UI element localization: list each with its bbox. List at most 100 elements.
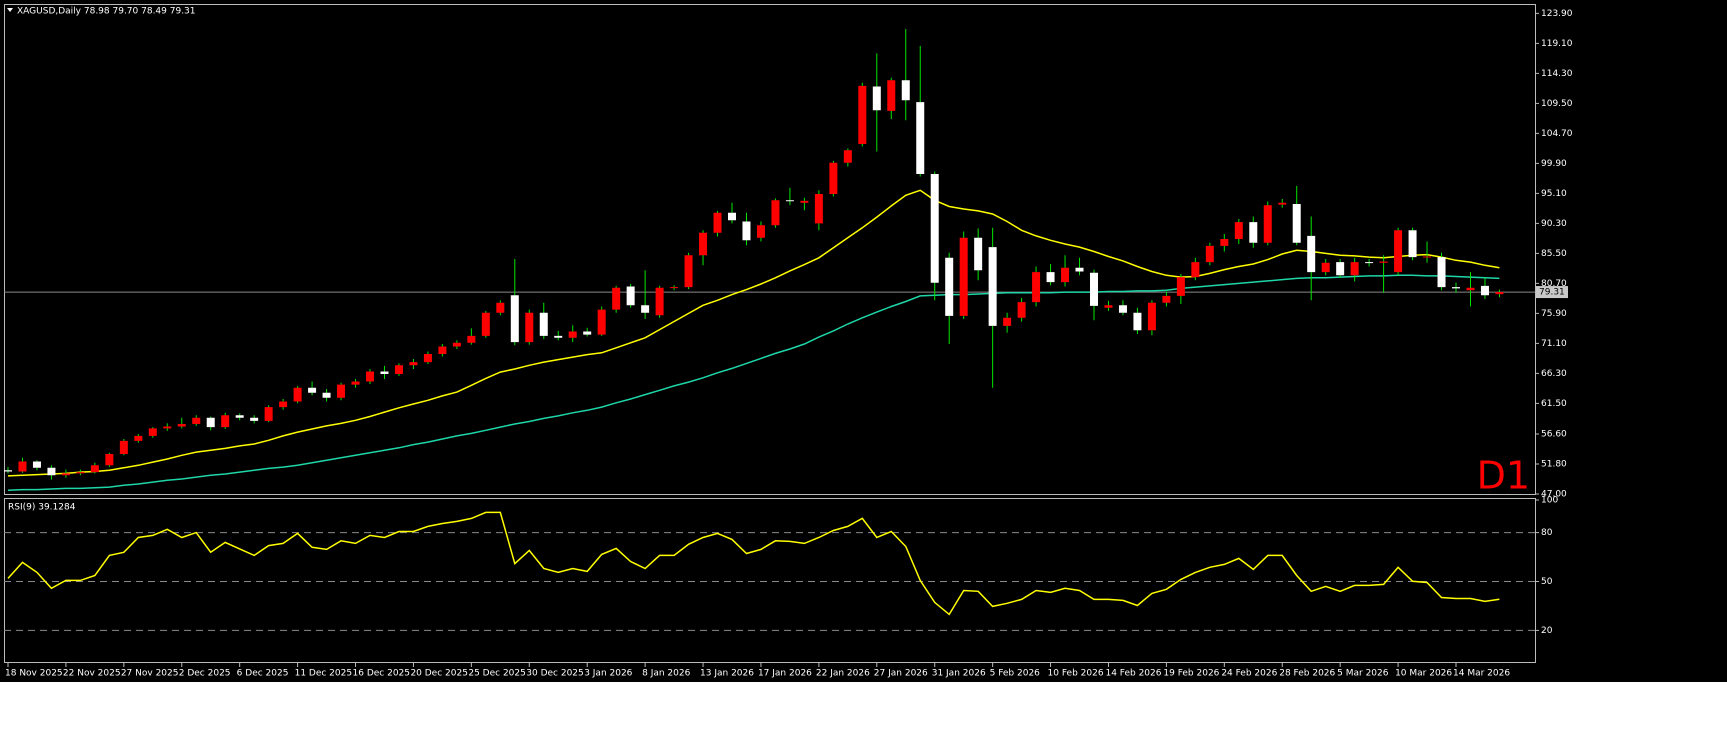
candle-body xyxy=(1205,245,1214,263)
x-tick-label: 14 Feb 2026 xyxy=(1105,669,1161,679)
x-tick-label: 24 Feb 2026 xyxy=(1221,669,1277,679)
price-label: 79.31 xyxy=(1539,288,1565,298)
y-tick-label: 61.50 xyxy=(1541,399,1567,409)
candle-body xyxy=(1003,317,1012,326)
candle-body xyxy=(887,80,896,111)
candle-body xyxy=(1423,256,1432,258)
candle-body xyxy=(4,470,12,472)
candle-body xyxy=(1061,267,1070,283)
candle-body xyxy=(279,401,288,408)
candle-body xyxy=(974,237,983,271)
x-tick-label: 11 Dec 2025 xyxy=(295,669,353,679)
x-tick-label: 10 Feb 2026 xyxy=(1048,669,1104,679)
candle-body xyxy=(1379,261,1388,263)
rsi-line xyxy=(7,511,1500,616)
candle-body xyxy=(351,381,360,385)
candle-body xyxy=(901,80,910,101)
candle-body xyxy=(221,415,230,428)
candle-body xyxy=(742,221,751,241)
y-tick-label: 90.30 xyxy=(1541,219,1567,229)
rsi-title: RSI(9) 39.1284 xyxy=(8,503,76,513)
candle-body xyxy=(134,435,143,441)
candle-body xyxy=(945,257,954,316)
candle-body xyxy=(308,387,317,393)
candle-body xyxy=(988,247,997,326)
candle-body xyxy=(800,200,809,203)
x-tick-label: 17 Jan 2026 xyxy=(758,669,812,679)
candle-body xyxy=(1452,287,1460,289)
candle-body xyxy=(61,473,70,476)
candle-body xyxy=(293,387,302,402)
chart: XAGUSD,Daily 78.98 79.70 78.49 79.31 RSI… xyxy=(0,0,1727,682)
candle-body xyxy=(90,465,99,473)
candle-body xyxy=(322,392,331,398)
x-tick-label: 28 Feb 2026 xyxy=(1279,669,1335,679)
y-tick-label: 114.30 xyxy=(1541,69,1573,79)
y-tick-label: 123.90 xyxy=(1541,9,1573,19)
candle-body xyxy=(1032,272,1041,303)
candle-body xyxy=(597,309,606,335)
moving-average xyxy=(7,189,1500,477)
y-tick-label: 51.80 xyxy=(1541,460,1567,470)
candle-body xyxy=(467,335,476,343)
y-tick-label: 104.70 xyxy=(1541,129,1573,139)
candle-body xyxy=(1090,272,1098,306)
candle-body xyxy=(47,467,56,476)
candle-body xyxy=(1437,257,1446,288)
candle-body xyxy=(1292,204,1301,243)
candle-body xyxy=(1350,262,1359,276)
y-tick-label: 75.90 xyxy=(1541,309,1567,319)
candle-body xyxy=(496,302,505,313)
candle-body xyxy=(105,454,114,466)
candle-body xyxy=(583,331,592,335)
candle-body xyxy=(1147,302,1156,331)
candle-body xyxy=(423,354,432,363)
candle-body xyxy=(626,286,635,306)
candle-body xyxy=(206,417,215,428)
menu-arrow[interactable] xyxy=(7,8,13,12)
candle-body xyxy=(1046,272,1055,283)
candle-body xyxy=(655,287,664,316)
candle-body xyxy=(409,362,418,366)
x-tick-label: 3 Jan 2026 xyxy=(584,669,632,679)
candle-body xyxy=(728,212,736,221)
candle-body xyxy=(684,255,693,288)
candle-body xyxy=(1480,285,1489,296)
x-tick-label: 14 Mar 2026 xyxy=(1453,669,1510,679)
candle-body xyxy=(119,440,128,454)
candle-body xyxy=(1133,312,1142,331)
candle-body xyxy=(1191,262,1200,278)
timeframe-label: D1 xyxy=(1477,454,1530,498)
y-tick-label: 100 xyxy=(1541,496,1558,506)
rsi-panel-frame xyxy=(4,498,1536,663)
candle-body xyxy=(539,312,548,336)
candle-body xyxy=(713,212,722,233)
candle-body xyxy=(394,365,403,374)
x-tick-label: 19 Feb 2026 xyxy=(1163,669,1219,679)
y-tick-label: 80 xyxy=(1541,528,1553,538)
candle-body xyxy=(380,371,389,374)
candle-body xyxy=(872,86,881,111)
candle-body xyxy=(1495,292,1504,295)
y-tick-label: 119.10 xyxy=(1541,39,1573,49)
candle-body xyxy=(785,200,794,202)
x-tick-label: 22 Nov 2025 xyxy=(63,669,121,679)
candle-body xyxy=(366,371,374,382)
y-tick-label: 20 xyxy=(1541,626,1553,636)
x-tick-label: 22 Jan 2026 xyxy=(816,669,870,679)
candle-body xyxy=(756,225,765,238)
y-tick-label: 99.90 xyxy=(1541,159,1567,169)
moving-average xyxy=(7,274,1500,492)
x-tick-label: 8 Jan 2026 xyxy=(642,669,690,679)
candle-body xyxy=(1075,267,1084,272)
candle-body xyxy=(525,312,534,343)
x-tick-label: 6 Dec 2025 xyxy=(237,669,289,679)
candle-body xyxy=(1220,239,1229,246)
candle-body xyxy=(148,428,157,436)
candle-body xyxy=(264,407,273,421)
candle-body xyxy=(858,85,867,144)
candle-body xyxy=(699,232,708,256)
candle-body xyxy=(1017,302,1026,318)
candle-body xyxy=(163,426,172,429)
candle-body xyxy=(250,417,259,421)
